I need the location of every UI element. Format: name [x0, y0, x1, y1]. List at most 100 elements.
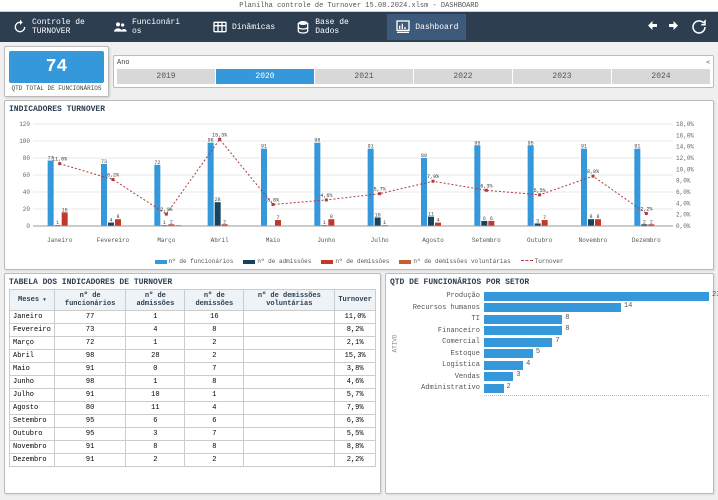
group-label: ATIVO: [390, 289, 400, 399]
tab-dashboard[interactable]: Dashboard: [387, 14, 466, 40]
svg-text:7: 7: [543, 215, 546, 221]
kpi-value: 74: [9, 51, 104, 83]
sector-row: Produção23: [400, 292, 709, 301]
year-option[interactable]: 2021: [315, 69, 413, 84]
svg-text:Agosto: Agosto: [422, 237, 444, 244]
svg-text:6,3%: 6,3%: [480, 183, 492, 189]
svg-text:8,2%: 8,2%: [107, 173, 119, 179]
sector-row: Financeiro8: [400, 326, 709, 335]
slicer-label: Ano: [117, 59, 130, 67]
svg-text:95: 95: [474, 140, 480, 146]
slicer-clear-icon[interactable]: ⪪: [706, 59, 710, 67]
svg-text:80: 80: [421, 153, 427, 159]
svg-text:10,0%: 10,0%: [676, 166, 694, 173]
svg-text:Junho: Junho: [317, 237, 335, 244]
hand-right-icon[interactable]: [666, 18, 684, 36]
svg-text:2: 2: [643, 219, 646, 225]
panel-title: INDICADORES TURNOVER: [9, 105, 709, 114]
svg-text:11,0%: 11,0%: [52, 157, 67, 163]
svg-text:80: 80: [23, 155, 31, 162]
year-option[interactable]: 2019: [117, 69, 215, 84]
sector-row: Logística4: [400, 361, 709, 370]
sector-row: Comercial7: [400, 338, 709, 347]
svg-text:Abril: Abril: [211, 237, 229, 244]
svg-text:4,0%: 4,0%: [676, 200, 691, 207]
tab-funcionarios[interactable]: Funcionári os: [104, 14, 200, 40]
cycle-icon: [12, 19, 28, 35]
tab-label: Dashboard: [415, 23, 458, 32]
chart-legend: nº de funcionáriosnº de admissõesnº de d…: [9, 258, 709, 265]
svg-text:8: 8: [596, 214, 599, 220]
svg-text:95: 95: [528, 140, 534, 146]
year-slicer: Ano ⪪ 201920202021202220232024: [113, 55, 714, 88]
svg-text:16: 16: [62, 207, 68, 213]
svg-text:73: 73: [101, 159, 107, 165]
svg-text:7: 7: [276, 215, 279, 221]
ribbon: Controle de TURNOVER Funcionári os Dinâm…: [0, 12, 718, 42]
table-icon: [212, 19, 228, 35]
svg-text:20: 20: [23, 206, 31, 213]
svg-text:8: 8: [116, 214, 119, 220]
tab-dinamicas[interactable]: Dinâmicas: [204, 14, 283, 40]
svg-text:5,7%: 5,7%: [374, 187, 386, 193]
svg-text:1: 1: [323, 220, 326, 226]
svg-text:91: 91: [368, 144, 374, 150]
svg-text:28: 28: [215, 197, 221, 203]
svg-text:2: 2: [650, 219, 653, 225]
sector-row: TI8: [400, 315, 709, 324]
svg-text:4: 4: [436, 218, 439, 224]
svg-text:Dezembro: Dezembro: [632, 237, 661, 244]
tab-label: Controle de TURNOVER: [32, 18, 92, 36]
tab-base-dados[interactable]: Base de Dados: [287, 14, 383, 40]
svg-text:0,0%: 0,0%: [676, 223, 691, 230]
year-option[interactable]: 2022: [414, 69, 512, 84]
svg-text:2,1%: 2,1%: [160, 207, 172, 213]
svg-text:6: 6: [490, 216, 493, 222]
svg-text:Fevereiro: Fevereiro: [97, 237, 130, 244]
turnover-table: Meses ▾nº de funcionáriosnº de admissões…: [9, 289, 376, 467]
panel-indicadores: INDICADORES TURNOVER 0204060801001200,0%…: [4, 100, 714, 270]
year-option[interactable]: 2020: [216, 69, 314, 84]
tab-turnover[interactable]: Controle de TURNOVER: [4, 14, 100, 40]
svg-text:8,8%: 8,8%: [587, 169, 599, 175]
svg-text:Março: Março: [157, 237, 175, 244]
svg-text:7,9%: 7,9%: [427, 174, 439, 180]
sector-row: Recursos humanos14: [400, 303, 709, 312]
refresh-icon[interactable]: [690, 18, 708, 36]
svg-text:120: 120: [19, 121, 30, 128]
svg-text:4: 4: [109, 218, 112, 224]
svg-text:16,0%: 16,0%: [676, 132, 694, 139]
svg-text:1: 1: [383, 220, 386, 226]
svg-text:98: 98: [314, 138, 320, 144]
svg-text:Maio: Maio: [266, 237, 281, 244]
tab-label: Base de Dados: [315, 18, 375, 36]
svg-text:10: 10: [375, 213, 381, 219]
svg-text:18,0%: 18,0%: [676, 121, 694, 128]
svg-text:100: 100: [19, 138, 30, 145]
svg-text:Julho: Julho: [371, 237, 389, 244]
svg-text:12,0%: 12,0%: [676, 155, 694, 162]
tab-label: Dinâmicas: [232, 23, 275, 32]
svg-text:2: 2: [170, 219, 173, 225]
tab-label: Funcionári os: [132, 18, 192, 36]
sector-row: Vendas3: [400, 372, 709, 381]
sector-bar-chart: Produção23 Recursos humanos14 TI8 Financeir…: [400, 289, 709, 399]
panel-title: TABELA DOS INDICADORES DE TURNOVER: [9, 278, 376, 287]
hand-left-icon[interactable]: [642, 18, 660, 36]
kpi-label: QTD TOTAL DE FUNCIONÁRIOS: [9, 85, 104, 92]
svg-text:Janeiro: Janeiro: [47, 237, 73, 244]
chart-icon: [395, 19, 411, 35]
svg-text:11: 11: [428, 212, 434, 218]
svg-text:15,3%: 15,3%: [212, 132, 227, 138]
svg-text:Setembro: Setembro: [472, 237, 501, 244]
sector-row: Estoque5: [400, 349, 709, 358]
year-option[interactable]: 2024: [612, 69, 710, 84]
year-option[interactable]: 2023: [513, 69, 611, 84]
kpi-total-funcionarios: 74 QTD TOTAL DE FUNCIONÁRIOS: [4, 46, 109, 97]
svg-text:40: 40: [23, 189, 31, 196]
panel-title: QTD DE FUNCIONÁRIOS POR SETOR: [390, 278, 709, 287]
svg-text:72: 72: [154, 160, 160, 166]
panel-tabela: TABELA DOS INDICADORES DE TURNOVER Meses…: [4, 273, 381, 494]
svg-text:1: 1: [56, 220, 59, 226]
svg-text:91: 91: [581, 144, 587, 150]
